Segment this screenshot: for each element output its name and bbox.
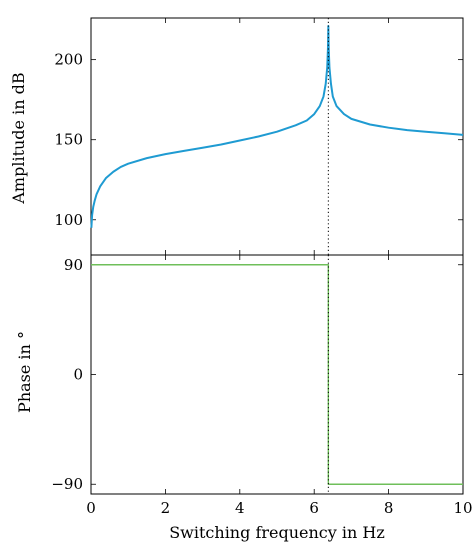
phase-series-line	[91, 264, 463, 485]
amplitude-y-tick-label: 150	[54, 131, 83, 149]
phase-x-tick-label: 6	[309, 499, 319, 517]
phase-y-tick-label: −90	[51, 475, 83, 493]
phase-x-tick-label: 2	[161, 499, 171, 517]
amplitude-y-tick-label: 100	[54, 211, 83, 229]
phase-x-tick-label: 10	[453, 499, 472, 517]
amplitude-frame	[90, 17, 464, 256]
phase-axis-label: Phase in °	[15, 331, 34, 413]
amplitude-plot: 100 150 200	[54, 17, 464, 256]
phase-x-tick-label: 0	[86, 499, 96, 517]
phase-y-tick-label: 0	[73, 366, 83, 384]
x-axis-label: Switching frequency in Hz	[169, 523, 385, 542]
amplitude-axis-label: Amplitude in dB	[9, 72, 28, 204]
phase-x-tick-label: 8	[384, 499, 394, 517]
amplitude-y-tick-label: 200	[54, 51, 83, 69]
phase-x-tick-label: 4	[235, 499, 245, 517]
amplitude-series-line	[90, 25, 464, 228]
phase-frame	[90, 254, 464, 495]
phase-y-tick-label: 90	[64, 256, 83, 274]
